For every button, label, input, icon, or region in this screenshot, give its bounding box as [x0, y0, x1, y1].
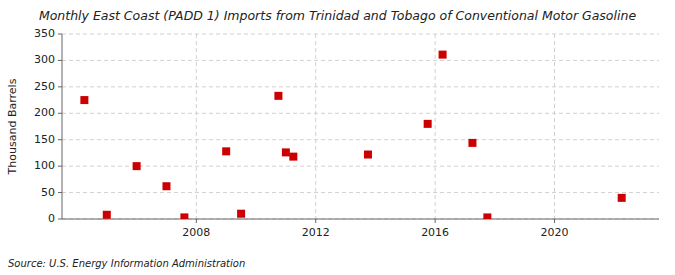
- point: [424, 120, 432, 128]
- y-tick: [58, 60, 62, 61]
- point: [103, 211, 111, 219]
- point: [237, 210, 245, 218]
- y-tick-label: 50: [41, 186, 55, 199]
- ticks: 0 50 100 150 200 250 300 350 2008 2012 2016 2020: [34, 27, 569, 239]
- y-tick-label: 350: [34, 27, 55, 40]
- title: Monthly East Coast (PADD 1) Imports from…: [39, 8, 636, 23]
- chart-svg: 0 50 100 150 200 250 300 350 2008 2012 2016 2020 Mon…: [0, 0, 675, 275]
- point: [282, 148, 290, 156]
- x-tick: [315, 219, 316, 223]
- source-note: Source: U.S. Energy Information Administ…: [8, 258, 245, 269]
- y-grid-line: [62, 60, 659, 61]
- x-tick: [435, 219, 436, 223]
- y-tick: [58, 139, 62, 140]
- y-tick: [58, 192, 62, 193]
- y-axis-line: [62, 34, 63, 219]
- y-grid-line: [62, 86, 659, 87]
- x-grid-line: [315, 34, 316, 219]
- y-tick-label: 250: [34, 80, 55, 93]
- point: [468, 139, 476, 147]
- grid: [62, 34, 659, 219]
- point: [483, 213, 491, 219]
- y-grid-line: [62, 219, 659, 220]
- x-tick-label: 2008: [182, 226, 210, 239]
- point: [80, 96, 88, 104]
- x-grid-line: [435, 34, 436, 219]
- x-grid-line: [196, 34, 197, 219]
- x-tick-label: 2020: [541, 226, 569, 239]
- y-grid-line: [62, 192, 659, 193]
- y-grid-line: [62, 139, 659, 140]
- point: [162, 182, 170, 190]
- y-tick: [58, 86, 62, 87]
- points: [80, 51, 625, 219]
- y-grid-line: [62, 166, 659, 167]
- point: [618, 194, 626, 202]
- point: [289, 153, 297, 161]
- x-tick: [196, 219, 197, 223]
- y-axis-label: Thousand Barrels: [6, 78, 19, 175]
- y-tick-label: 0: [48, 212, 55, 225]
- chart-container: 0 50 100 150 200 250 300 350 2008 2012 2016 2020 Mon…: [0, 0, 675, 275]
- point: [222, 147, 230, 155]
- y-tick-label: 150: [34, 133, 55, 146]
- point: [364, 151, 372, 159]
- x-tick: [554, 219, 555, 223]
- y-grid-line: [62, 34, 659, 35]
- y-tick: [58, 219, 62, 220]
- point: [439, 51, 447, 59]
- y-grid-line: [62, 113, 659, 114]
- point: [274, 92, 282, 100]
- x-tick-label: 2012: [302, 226, 330, 239]
- x-grid-line: [554, 34, 555, 219]
- y-tick: [58, 166, 62, 167]
- x-tick-label: 2016: [421, 226, 449, 239]
- point: [133, 162, 141, 170]
- y-tick-label: 100: [34, 159, 55, 172]
- point: [180, 213, 188, 219]
- y-tick-label: 300: [34, 53, 55, 66]
- y-tick: [58, 34, 62, 35]
- y-tick: [58, 113, 62, 114]
- y-tick-label: 200: [34, 106, 55, 119]
- x-axis-line: [62, 219, 659, 220]
